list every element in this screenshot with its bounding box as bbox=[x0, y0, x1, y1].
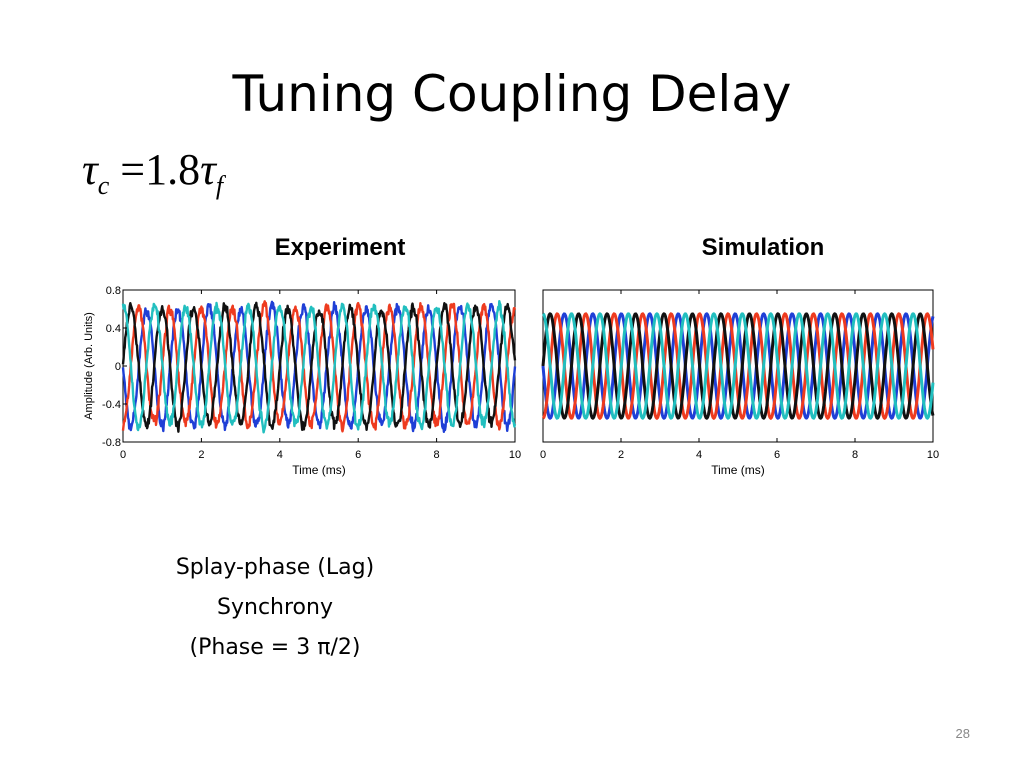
series-line-3 bbox=[121, 301, 517, 433]
y-tick-label: 0.4 bbox=[106, 323, 121, 335]
caption-line-1: Splay-phase (Lag) bbox=[175, 555, 375, 580]
subscript-f: f bbox=[215, 171, 224, 200]
plot-frame bbox=[542, 289, 934, 443]
x-tick-label: 6 bbox=[774, 449, 780, 461]
x-axis-label: Time (ms) bbox=[711, 463, 765, 477]
x-tick-label: 10 bbox=[927, 449, 939, 461]
x-tick-label: 4 bbox=[696, 449, 702, 461]
caption-line-2: Synchrony bbox=[217, 595, 333, 620]
caption-line-3: (Phase = 3 π/2) bbox=[189, 635, 361, 660]
caption: Splay-phase (Lag) Synchrony (Phase = 3 π… bbox=[135, 548, 415, 668]
x-tick-label: 10 bbox=[509, 449, 521, 461]
x-tick-label: 2 bbox=[618, 449, 624, 461]
x-tick-label: 8 bbox=[852, 449, 858, 461]
x-tick-label: 0 bbox=[120, 449, 126, 461]
x-tick-label: 8 bbox=[434, 449, 440, 461]
series-line-3 bbox=[541, 312, 935, 420]
y-tick-label: -0.4 bbox=[102, 399, 121, 411]
simulation-chart: 0 2 4 6 8 10 Time (ms) bbox=[540, 289, 939, 477]
coupling-delay-equation: τc =1.8τf bbox=[82, 140, 223, 200]
experiment-chart: 0 2 4 6 8 10 0.8 0.4 0 -0.4 -0.8 Time (ms) Amplitude… bbox=[83, 285, 521, 477]
series-line-4 bbox=[121, 300, 517, 434]
page-number: 28 bbox=[955, 726, 970, 741]
series-line-1 bbox=[541, 312, 935, 420]
slide-title: Tuning Coupling Delay bbox=[232, 65, 792, 123]
y-tick-label: -0.8 bbox=[102, 437, 121, 449]
tau-symbol: τ bbox=[82, 145, 98, 194]
x-tick-label: 4 bbox=[277, 449, 283, 461]
x-tick-label: 6 bbox=[355, 449, 361, 461]
x-axis-label: Time (ms) bbox=[292, 463, 346, 477]
simulation-heading: Simulation bbox=[701, 234, 825, 261]
y-axis-label: Amplitude (Arb. Units) bbox=[83, 312, 95, 420]
series-line-1 bbox=[121, 300, 517, 434]
tau-symbol-f: τ bbox=[200, 145, 216, 194]
equals-sign: = bbox=[120, 145, 146, 194]
coefficient: 1.8 bbox=[145, 145, 201, 194]
y-tick-label: 0 bbox=[115, 361, 121, 373]
x-tick-label: 0 bbox=[540, 449, 546, 461]
x-tick-label: 2 bbox=[198, 449, 204, 461]
series-line-4 bbox=[542, 312, 935, 420]
subscript-c: c bbox=[97, 171, 110, 200]
experiment-heading: Experiment bbox=[274, 234, 406, 261]
y-tick-label: 0.8 bbox=[106, 285, 121, 297]
